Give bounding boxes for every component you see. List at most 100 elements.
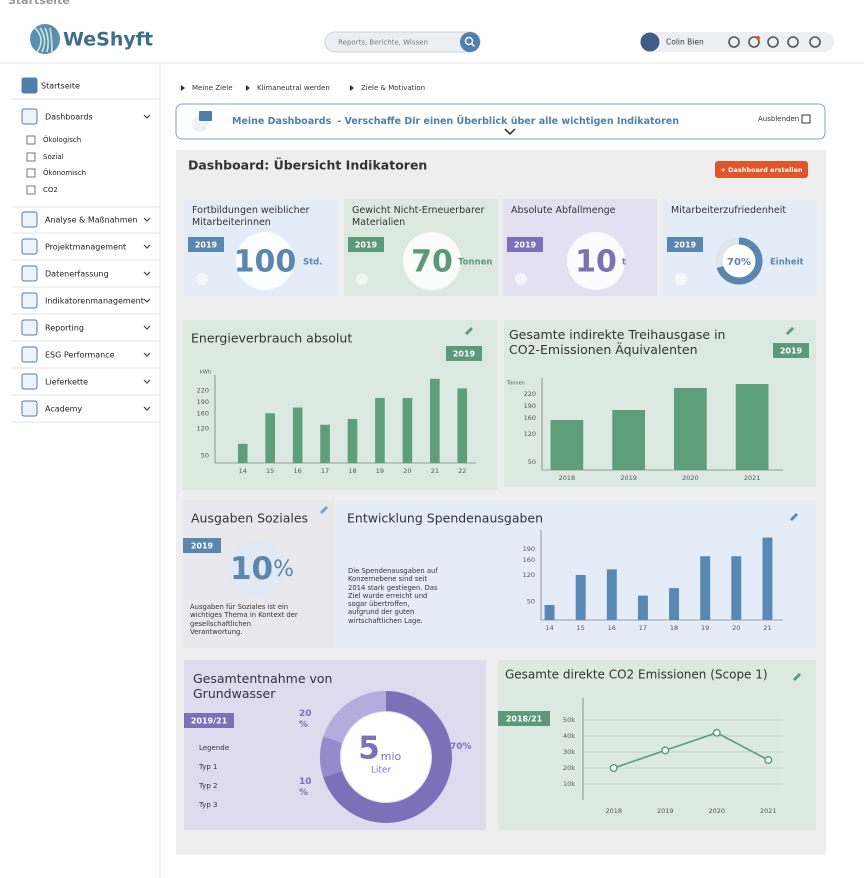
logo-stripe: [44, 27, 49, 53]
x-tick-label: 16: [608, 624, 616, 632]
nav-subitem[interactable]: Ökonomisch: [43, 168, 86, 177]
nav-chevron[interactable]: [143, 406, 151, 411]
nav-chevron[interactable]: [143, 271, 151, 276]
point: [661, 746, 670, 755]
edit-icon[interactable]: [786, 327, 794, 335]
breadcrumb-item[interactable]: Ziele & Motivation: [361, 84, 425, 92]
breadcrumb-item[interactable]: Meine Ziele: [192, 84, 233, 92]
nav-item[interactable]: Dashboards: [45, 113, 93, 122]
bar: [669, 588, 680, 620]
header-icon[interactable]: [787, 36, 799, 48]
nav-chevron[interactable]: [143, 325, 151, 330]
create-button[interactable]: [715, 161, 808, 178]
banner-subtitle: - Verschaffe Dir einen Überblick über al…: [337, 116, 679, 127]
edit-icon[interactable]: [793, 673, 801, 681]
edit-icon[interactable]: [320, 506, 328, 514]
x-tick-label: 2019: [620, 474, 637, 482]
nav-item[interactable]: Datenerfassung: [45, 270, 109, 279]
header-icon[interactable]: [748, 36, 760, 48]
x-tick-label: 2020: [708, 807, 725, 815]
bar: [375, 397, 385, 463]
nav-chevron[interactable]: [143, 114, 151, 119]
nav-item[interactable]: ESG Performance: [45, 351, 115, 360]
nav-icon: [21, 77, 38, 94]
y-tick-label: 220: [524, 390, 536, 398]
bar: [575, 575, 586, 620]
y-tick-label: 20k: [563, 764, 575, 772]
nav-icon: [21, 265, 38, 282]
y-tick-label: 40k: [563, 732, 575, 740]
kpi-circle: [236, 232, 294, 290]
x-tick-label: 2020: [682, 474, 699, 482]
year-badge: [184, 713, 234, 728]
nav-item[interactable]: Reporting: [45, 324, 84, 333]
donut-label: Liter: [371, 766, 392, 776]
nav-chevron[interactable]: [143, 352, 151, 357]
card: [498, 660, 816, 830]
donut-value-label: 20 %: [299, 709, 312, 730]
header-icon[interactable]: [728, 36, 740, 48]
donut-unit: mio: [381, 750, 402, 763]
donut-value-label: 10 %: [299, 777, 312, 798]
nav-item[interactable]: Projektmanagement: [45, 243, 126, 252]
y-tick-label: 160: [524, 414, 536, 422]
edit-icon[interactable]: [790, 513, 798, 521]
y-tick-label: 190: [197, 398, 209, 406]
banner-checkbox[interactable]: [801, 114, 811, 124]
kpi-icon: [515, 273, 527, 285]
chart-title: Gesamte indirekte Treihausgase in CO2-Em…: [509, 327, 726, 358]
avatar[interactable]: [639, 31, 661, 53]
search-button[interactable]: [460, 32, 480, 52]
nav-item[interactable]: Lieferkette: [45, 378, 88, 387]
bar: [606, 569, 617, 620]
nav-chevron[interactable]: [143, 298, 151, 303]
year-label: 2019: [195, 241, 218, 250]
nav-chevron[interactable]: [143, 244, 151, 249]
legend-item: Typ 3: [198, 801, 217, 809]
kpi-value: 70: [411, 245, 453, 280]
kpi-icon: [675, 273, 687, 285]
year-label: 2019: [514, 241, 537, 250]
banner-chevron[interactable]: [504, 128, 516, 136]
bar: [292, 407, 303, 463]
x-tick-label: 21: [431, 467, 439, 475]
x-tick-label: 17: [321, 467, 329, 475]
y-tick-label: 30k: [563, 748, 575, 756]
banner-title: Meine Dashboards: [232, 116, 332, 127]
logo-text: WeShyft: [63, 29, 153, 51]
donut-center: [341, 712, 431, 802]
x-tick-label: 15: [577, 624, 585, 632]
x-tick-label: 15: [266, 467, 274, 475]
create-button-label: + Dashboard erstellen: [720, 166, 802, 174]
nav-subitem[interactable]: Sozial: [43, 153, 64, 161]
kpi-arc: [715, 237, 763, 285]
year-label: 2019: [191, 542, 214, 551]
header-icon[interactable]: [767, 36, 779, 48]
nav-subitem[interactable]: Ökologisch: [43, 135, 81, 144]
search-glyph: [471, 43, 475, 47]
nav-item[interactable]: Academy: [45, 405, 82, 414]
y-tick-label: 120: [523, 571, 535, 579]
edit-icon[interactable]: [465, 327, 473, 335]
nav-chevron[interactable]: [143, 217, 151, 222]
nav-item[interactable]: Analyse & Maßnahmen: [45, 216, 138, 225]
nav-subitem[interactable]: CO2: [43, 186, 58, 194]
header-icon[interactable]: [809, 36, 821, 48]
breadcrumb-item[interactable]: Klimaneutral werden: [257, 84, 330, 92]
nav-item[interactable]: Indikatorenmanagement: [45, 297, 144, 306]
user-name: Colin Bien: [666, 38, 704, 47]
nav-subicon: [26, 185, 36, 195]
nav-chevron[interactable]: [143, 379, 151, 384]
kpi-unit: Std.: [303, 258, 323, 268]
banner-toggle[interactable]: Ausblenden: [758, 115, 799, 123]
notification-dot: [756, 36, 760, 40]
bar: [265, 413, 275, 463]
point: [712, 728, 721, 737]
y-tick-label: 160: [523, 556, 535, 564]
x-tick-label: 14: [239, 467, 247, 475]
year-badge: [498, 711, 550, 726]
bar: [612, 410, 645, 470]
nav-item[interactable]: Startseite: [41, 82, 80, 91]
logo-stripe: [39, 27, 46, 53]
